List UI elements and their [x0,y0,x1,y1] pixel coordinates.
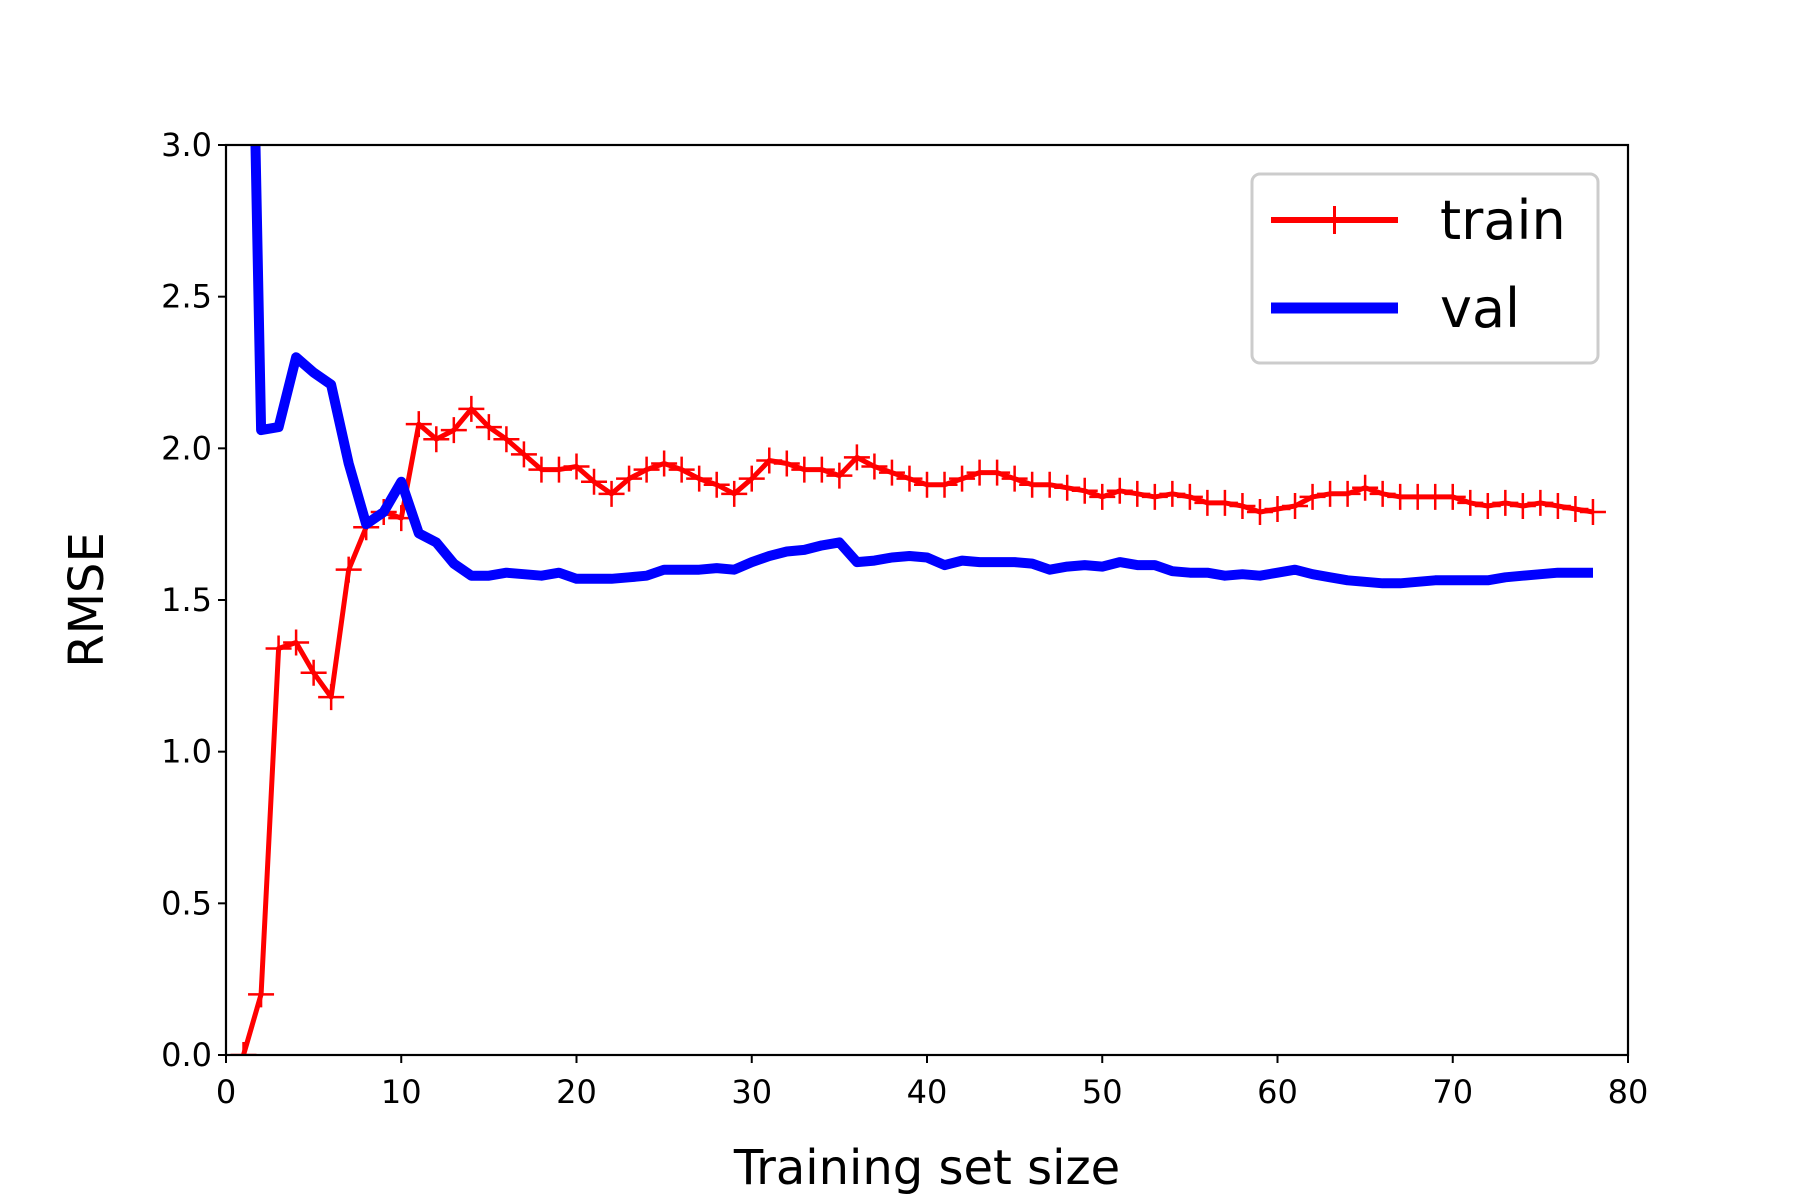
data-point-train [1527,489,1554,516]
data-point-train [1509,492,1536,519]
data-point-train [1282,492,1309,519]
data-point-train [1352,474,1379,501]
x-tick-label: 80 [1608,1073,1649,1111]
data-point-train [1579,499,1606,526]
legend-train-label: train [1440,189,1566,252]
data-point-train [405,411,432,438]
data-point-train [1124,480,1151,507]
series-line-val [250,145,1593,589]
data-point-train [1141,483,1168,510]
data-point-train [458,395,485,422]
data-point-train [318,684,345,711]
y-tick-label: 0.5 [161,884,212,922]
y-tick-label: 2.0 [161,429,212,467]
data-point-train [1334,480,1361,507]
data-point-train [335,556,362,583]
data-point-train [1054,474,1081,501]
data-point-train [1369,480,1396,507]
data-point-train [878,459,905,486]
data-point-train [1492,489,1519,516]
data-point-train [510,441,537,468]
data-point-train [1159,480,1186,507]
data-point-train [1001,465,1028,492]
data-point-train [1457,489,1484,516]
ticks-layer: 0 10 20 30 40 50 60 70 80 0.0 0.5 1.0 1.5 2.0 2.5 3.0 [161,126,1648,1111]
data-point-train [1036,471,1063,498]
x-tick-label: 60 [1257,1073,1298,1111]
data-point-train [861,453,888,480]
y-tick-label: 3.0 [161,126,212,164]
data-point-train [738,465,765,492]
data-point-train [931,471,958,498]
data-point-train [1176,483,1203,510]
y-tick-label: 1.5 [161,581,212,619]
data-point-train [1544,492,1571,519]
data-point-train [984,459,1011,486]
data-point-train [440,417,467,444]
data-point-train [475,414,502,441]
data-point-train [808,456,835,483]
x-tick-label: 20 [556,1073,597,1111]
data-point-train [563,453,590,480]
x-tick-label: 50 [1082,1073,1123,1111]
legend: train val [1250,172,1600,365]
data-point-train [1229,492,1256,519]
x-tick-label: 10 [381,1073,422,1111]
data-point-train [1439,483,1466,510]
data-point-train [668,456,695,483]
data-point-train [300,659,327,686]
data-point-train [616,465,643,492]
data-point-train [826,462,853,489]
data-point-train [493,426,520,453]
data-point-train [1246,499,1273,526]
data-point-train [843,444,870,471]
y-axis-label: RMSE [59,532,115,668]
data-point-train [265,635,292,662]
data-point-train [633,456,660,483]
data-point-train [230,1042,257,1055]
legend-train-marker [1320,206,1349,234]
data-point-train [283,629,310,656]
data-point-train [721,480,748,507]
data-point-train [1089,483,1116,510]
data-point-train [581,468,608,495]
data-point-train [598,480,625,507]
data-point-train [545,456,572,483]
data-point-train [1211,489,1238,516]
y-tick-label: 2.5 [161,278,212,316]
x-tick-label: 0 [216,1073,236,1111]
data-point-train [651,450,678,477]
data-point-train [1299,483,1326,510]
data-point-train [1071,477,1098,504]
series-layer [230,145,1606,1055]
data-point-train [1264,496,1291,522]
data-point-train [773,450,800,477]
data-point-train [423,426,450,453]
x-tick-label: 30 [731,1073,772,1111]
data-point-train [756,447,783,474]
data-point-train [686,465,713,492]
y-tick-label: 0.0 [161,1036,212,1074]
data-point-train [248,981,275,1008]
data-point-train [1562,496,1589,522]
x-tick-label: 40 [907,1073,948,1111]
y-tick-label: 1.0 [161,733,212,771]
data-point-train [703,471,730,498]
x-axis-label: Training set size [733,1140,1120,1196]
data-point-train [1474,492,1501,519]
data-point-train [896,465,923,492]
legend-val-label: val [1440,277,1520,340]
data-point-train [949,465,976,492]
data-point-train [1106,477,1133,504]
x-tick-label: 70 [1432,1073,1473,1111]
